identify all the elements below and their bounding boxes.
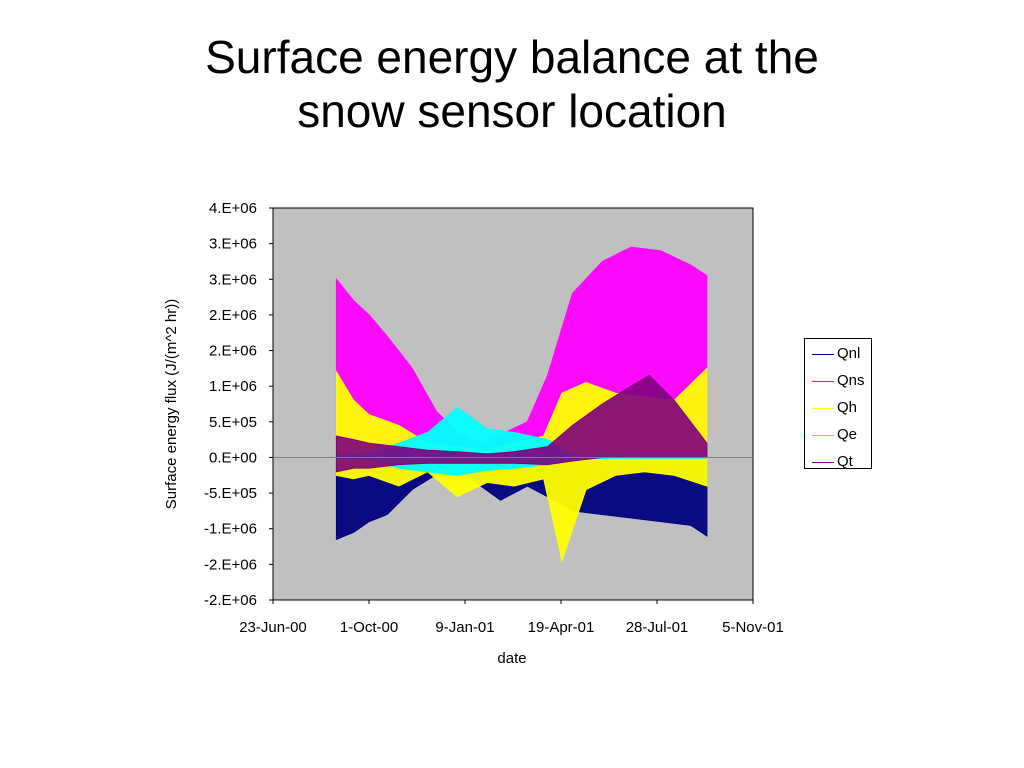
legend-swatch bbox=[812, 381, 834, 382]
y-tick-label: 5.E+05 bbox=[209, 414, 257, 431]
legend-item-qt: Qt bbox=[805, 450, 871, 477]
legend-label: Qns bbox=[837, 372, 865, 389]
legend-swatch bbox=[812, 462, 834, 463]
y-tick-label: -1.E+06 bbox=[204, 521, 257, 538]
y-axis: 4.E+06 3.E+06 3.E+06 2.E+06 2.E+06 1.E+06 5.E+… bbox=[204, 200, 273, 609]
legend-item-qh: Qh bbox=[805, 396, 871, 423]
legend-item-qe: Qe bbox=[805, 423, 871, 450]
legend-swatch bbox=[812, 435, 834, 436]
legend: Qnl Qns Qh Qe Qt bbox=[804, 338, 872, 470]
page-title: Surface energy balance at the snow senso… bbox=[0, 30, 1024, 138]
x-tick-label: 28-Jul-01 bbox=[626, 619, 689, 636]
legend-item-qnl: Qnl bbox=[805, 342, 871, 369]
y-tick-label: 4.E+06 bbox=[209, 200, 257, 217]
legend-label: Qnl bbox=[837, 345, 861, 362]
legend-swatch bbox=[812, 408, 834, 409]
x-tick-label: 1-Oct-00 bbox=[340, 619, 398, 636]
x-tick-label: 5-Nov-01 bbox=[722, 619, 784, 636]
y-tick-label: 2.E+06 bbox=[209, 307, 257, 324]
legend-label: Qt bbox=[837, 453, 853, 470]
y-tick-label: -2.E+06 bbox=[204, 592, 257, 609]
legend-swatch bbox=[812, 354, 834, 355]
title-line-1: Surface energy balance at the bbox=[205, 31, 819, 83]
y-axis-label: Surface energy flux (J/(m^2 hr)) bbox=[163, 299, 180, 509]
y-tick-label: -2.E+06 bbox=[204, 556, 257, 573]
y-tick-label: 0.E+00 bbox=[209, 449, 257, 466]
legend-label: Qe bbox=[837, 426, 858, 443]
y-tick-label: -5.E+05 bbox=[204, 485, 257, 502]
y-tick-label: 3.E+06 bbox=[209, 271, 257, 288]
y-tick-label: 1.E+06 bbox=[209, 378, 257, 395]
legend-label: Qh bbox=[837, 399, 858, 416]
x-axis: 23-Jun-00 1-Oct-00 9-Jan-01 19-Apr-01 28-Jul… bbox=[239, 600, 784, 636]
title-line-2: snow sensor location bbox=[297, 85, 727, 137]
x-tick-label: 19-Apr-01 bbox=[528, 619, 595, 636]
x-tick-label: 23-Jun-00 bbox=[239, 619, 307, 636]
legend-item-qns: Qns bbox=[805, 369, 871, 396]
x-tick-label: 9-Jan-01 bbox=[435, 619, 494, 636]
y-tick-label: 2.E+06 bbox=[209, 343, 257, 360]
y-tick-label: 3.E+06 bbox=[209, 236, 257, 253]
x-axis-label: date bbox=[497, 650, 526, 667]
